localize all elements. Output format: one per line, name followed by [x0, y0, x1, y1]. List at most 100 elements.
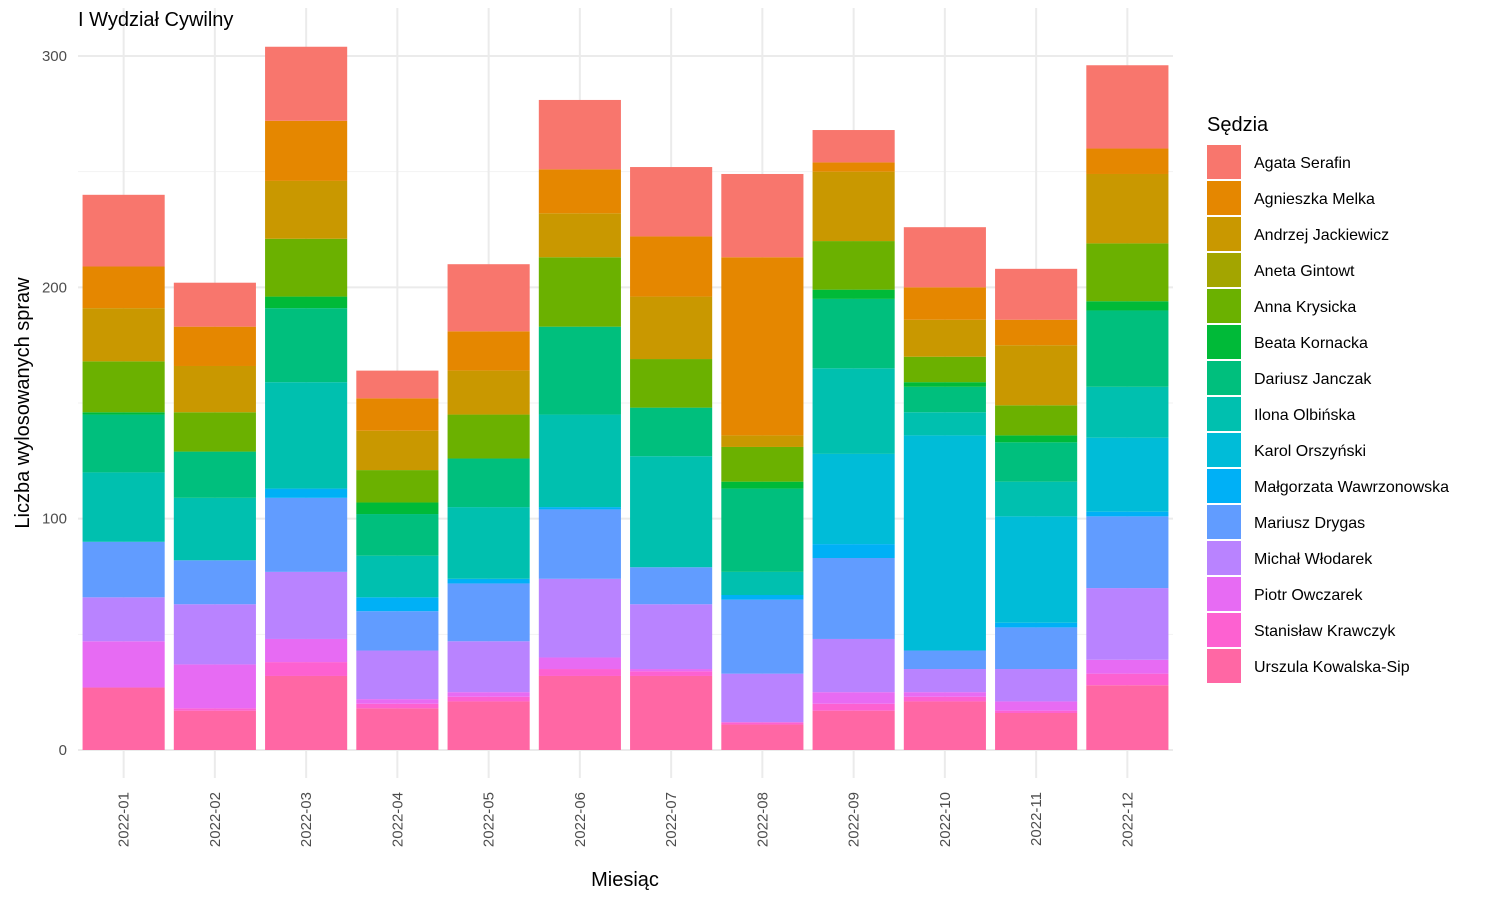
bar-segment: [812, 638, 895, 693]
bar-segment: [356, 699, 439, 704]
bar-segment: [812, 710, 895, 750]
bar-segment: [721, 595, 804, 600]
legend-label: Anna Krysicka: [1254, 299, 1356, 316]
legend-label: Agnieszka Melka: [1254, 191, 1375, 208]
legend-label: Ilona Olbińska: [1254, 407, 1355, 424]
legend-swatch: [1207, 253, 1241, 287]
legend-swatch: [1207, 469, 1241, 503]
bar-segment: [812, 692, 895, 704]
x-tick-label: 2022-03: [298, 792, 315, 847]
bar-segment: [812, 130, 895, 163]
bar-segment: [173, 412, 256, 452]
bar-segment: [447, 458, 530, 508]
legend-label: Dariusz Janczak: [1254, 371, 1372, 388]
bar-segment: [630, 456, 713, 568]
bar-segment: [356, 597, 439, 612]
bar-segment: [538, 507, 621, 510]
legend-label: Andrzej Jackiewicz: [1254, 227, 1389, 244]
bar-segment: [903, 412, 986, 436]
chart-title: I Wydział Cywilny: [78, 9, 233, 31]
bar-segment: [995, 405, 1078, 436]
legend-label: Michał Włodarek: [1254, 551, 1373, 568]
bar-segment: [995, 435, 1078, 443]
bar-segment: [1086, 511, 1169, 517]
legend-label: Małgorzata Wawrzonowska: [1254, 479, 1449, 496]
y-tick-label: 300: [42, 48, 67, 65]
bars: [82, 46, 1169, 750]
bar-segment: [173, 604, 256, 665]
bar-segment: [903, 692, 986, 697]
bar-segment: [721, 722, 804, 725]
bar-segment: [995, 268, 1078, 320]
bar-segment: [1086, 673, 1169, 686]
bar-segment: [173, 365, 256, 413]
bar-segment: [721, 173, 804, 258]
bar-segment: [356, 514, 439, 556]
x-axis-ticks: 2022-01 2022-02 2022-03 2022-04 2022-05 2022-…: [116, 792, 1137, 847]
bar-segment: [1086, 65, 1169, 149]
legend-swatch: [1207, 289, 1241, 323]
bar-segment: [538, 578, 621, 658]
bar-segment: [812, 241, 895, 290]
bar-segment: [995, 712, 1078, 750]
bar-segment: [447, 414, 530, 459]
bar-segment: [173, 451, 256, 498]
bar-segment: [173, 560, 256, 605]
bar-segment: [995, 516, 1078, 623]
bar-segment: [447, 701, 530, 750]
bar-segment: [538, 675, 621, 750]
bar-segment: [538, 414, 621, 508]
bar-segment: [630, 359, 713, 408]
x-tick-label: 2022-12: [1119, 792, 1136, 847]
bar-segment: [630, 669, 713, 672]
legend-swatch: [1207, 541, 1241, 575]
x-tick-label: 2022-08: [754, 792, 771, 847]
bar-segment: [721, 724, 804, 750]
bar-segment: [82, 541, 165, 598]
bar-segment: [630, 407, 713, 457]
bar-segment: [356, 398, 439, 431]
y-tick-label: 100: [42, 511, 67, 528]
bar-segment: [265, 497, 348, 572]
bar-segment: [265, 662, 348, 676]
bar-segment: [265, 638, 348, 663]
bar-segment: [265, 382, 348, 489]
bar-segment: [538, 257, 621, 327]
bar-segment: [447, 641, 530, 693]
bar-segment: [995, 481, 1078, 517]
bar-segment: [630, 567, 713, 605]
legend-label: Stanisław Krawczyk: [1254, 623, 1396, 640]
legend-swatch: [1207, 505, 1241, 539]
legend-label: Agata Serafin: [1254, 155, 1351, 172]
bar-segment: [538, 213, 621, 258]
bar-segment: [447, 696, 530, 702]
bar-segment: [82, 266, 165, 309]
bar-segment: [447, 370, 530, 415]
bar-segment: [721, 257, 804, 436]
legend-swatch: [1207, 433, 1241, 467]
bar-segment: [903, 386, 986, 413]
bar-segment: [1086, 437, 1169, 512]
bar-segment: [995, 319, 1078, 346]
bar-segment: [356, 708, 439, 750]
x-tick-label: 2022-07: [663, 792, 680, 847]
bar-segment: [265, 675, 348, 750]
bar-segment: [356, 555, 439, 598]
bar-segment: [1086, 301, 1169, 311]
y-axis-title: Liczba wylosowanych spraw: [12, 277, 34, 529]
bar-segment: [812, 162, 895, 172]
bar-segment: [812, 544, 895, 558]
bar-segment: [1086, 386, 1169, 438]
legend-label: Karol Orszyński: [1254, 443, 1366, 460]
bar-segment: [82, 687, 165, 750]
bar-segment: [356, 430, 439, 471]
legend-swatch: [1207, 325, 1241, 359]
bar-segment: [1086, 148, 1169, 174]
y-axis-ticks: 0 100 200 300: [42, 48, 67, 759]
x-tick-label: 2022-02: [207, 792, 224, 847]
bar-segment: [356, 650, 439, 700]
bar-segment: [721, 488, 804, 572]
bar-segment: [995, 701, 1078, 711]
x-tick-label: 2022-11: [1028, 792, 1045, 846]
